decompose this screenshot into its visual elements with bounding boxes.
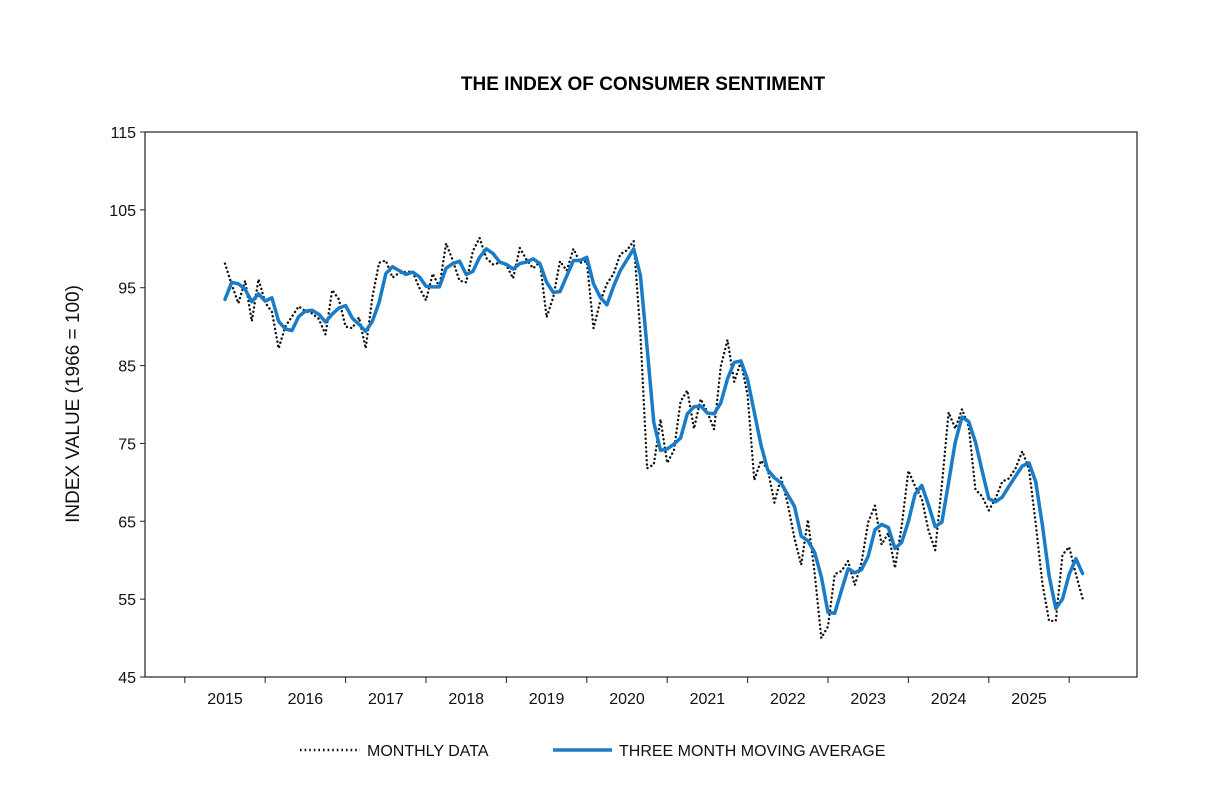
x-tick-label: 2024 [931,691,967,708]
x-tick-label: 2025 [1011,691,1047,708]
x-tick-label: 2015 [207,691,243,708]
moving-average-line [223,247,1085,615]
x-tick-label: 2023 [850,691,886,708]
legend-monthly-label: MONTHLY DATA [367,743,489,760]
legend-moving-average-label: THREE MONTH MOVING AVERAGE [619,743,885,760]
y-tick-label: 85 [118,359,136,376]
chart-title: THE INDEX OF CONSUMER SENTIMENT [461,74,826,95]
x-tick-label: 2018 [448,691,484,708]
x-tick-label: 2021 [690,691,726,708]
y-tick-label: 95 [118,281,136,298]
y-tick-label: 65 [118,514,136,531]
x-tick-label: 2020 [609,691,645,708]
y-tick-label: 115 [110,125,136,142]
y-tick-label: 75 [118,436,136,453]
y-tick-label: 55 [118,592,136,609]
x-tick-label: 2016 [288,691,324,708]
legend: MONTHLY DATA THREE MONTH MOVING AVERAGE [300,743,885,760]
plot-area [144,131,1138,678]
x-tick-label: 2017 [368,691,404,708]
y-axis-label: INDEX VALUE (1966 = 100) [63,285,84,523]
y-tick-label: 105 [109,203,136,220]
y-tick-label: 45 [118,670,136,687]
x-tick-label: 2019 [529,691,565,708]
x-tick-label: 2022 [770,691,806,708]
monthly-data-line [223,236,1084,640]
